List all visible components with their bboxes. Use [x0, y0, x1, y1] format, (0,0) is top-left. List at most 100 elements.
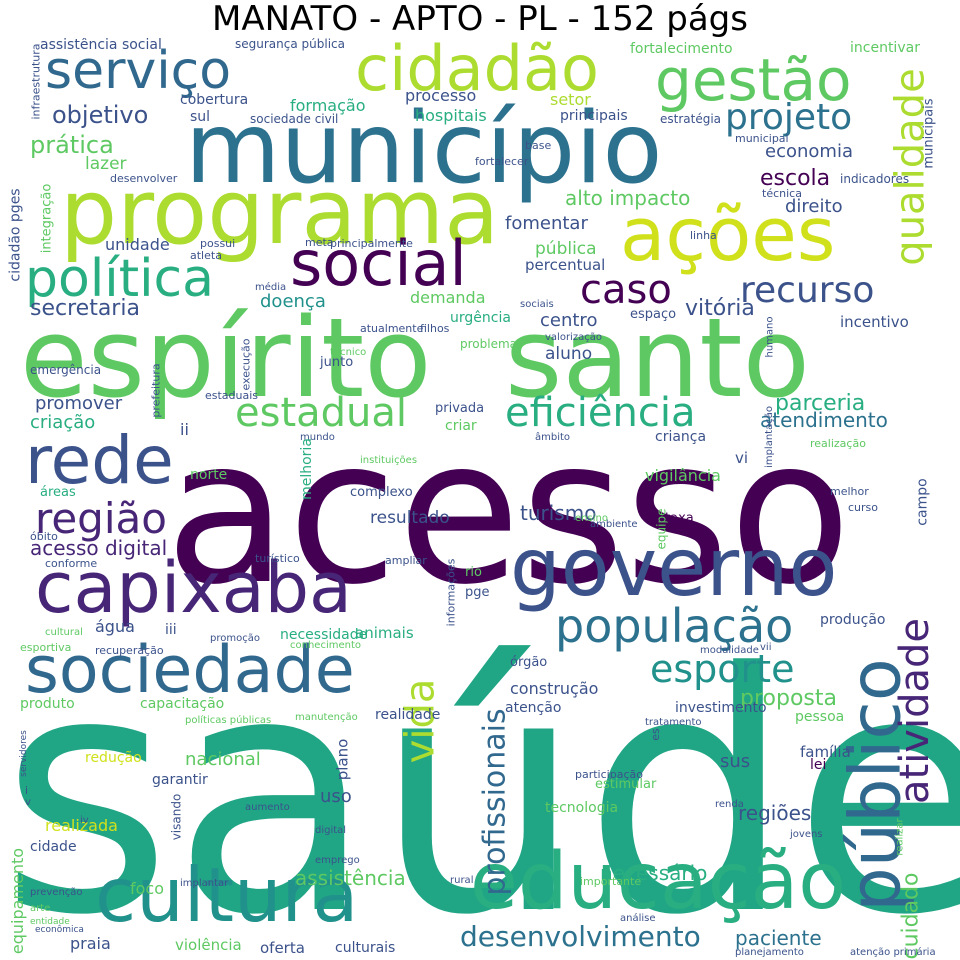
word-turistico: turístico	[255, 552, 300, 565]
word-atendimento: atendimento	[760, 408, 888, 432]
word-santo: santo	[505, 294, 810, 422]
word-ensino: ensino	[575, 513, 608, 524]
word-criacao: criação	[30, 412, 96, 433]
word-objetivo: objetivo	[52, 101, 149, 129]
word-assistencia-social: assistência social	[40, 38, 162, 53]
word-mundo: mundo	[300, 432, 335, 443]
word-cloud: saúde acesso espírito santo município program…	[0, 38, 960, 960]
word-municipais: municipais	[921, 97, 937, 169]
word-jovens: jovens	[790, 829, 823, 840]
word-rural: rural	[450, 875, 474, 886]
word-servico: serviço	[45, 41, 232, 101]
word-participacao: participação	[575, 768, 643, 781]
word-es: es	[648, 728, 662, 741]
word-capacitacao: capacitação	[140, 696, 225, 712]
word-recurso: recurso	[740, 270, 875, 311]
word-oferta: oferta	[260, 939, 305, 957]
word-rede: rede	[25, 422, 174, 499]
word-tecnica: técnica	[762, 187, 802, 200]
word-crianca: criança	[655, 429, 707, 445]
word-emprego: emprego	[315, 855, 360, 866]
word-i: i	[25, 784, 29, 797]
word-instituicoes: instituições	[360, 455, 418, 466]
word-melhor: melhor	[830, 485, 869, 498]
word-base: base	[525, 139, 552, 152]
word-taxa: taxa	[665, 511, 694, 526]
word-caso: caso	[580, 267, 672, 313]
word-sociais: sociais	[520, 299, 554, 310]
word-vitoria: vitória	[685, 296, 755, 321]
word-equipamento: equipamento	[8, 847, 28, 955]
word-desenvolver: desenvolver	[110, 172, 178, 185]
word-rio: rio	[465, 565, 482, 580]
word-projeto: projeto	[725, 97, 853, 138]
word-esporte: esporte	[650, 647, 795, 691]
word-manutencao: manutenção	[295, 712, 358, 723]
word-sul: sul	[190, 109, 211, 125]
word-cultura: cultura	[95, 851, 359, 939]
word-principais: principais	[560, 108, 628, 124]
word-construcao: construção	[510, 679, 599, 698]
word-modalidade: modalidade	[700, 645, 759, 656]
word-direito: direito	[785, 196, 843, 217]
word-curso: curso	[848, 501, 879, 514]
word-melhoria: melhoria	[298, 438, 315, 500]
word-cidadao-pges: cidadão pges	[7, 187, 24, 282]
word-norte: norte	[190, 467, 228, 483]
word-atencao-primaria: atenção primária	[850, 947, 936, 958]
word-centro: centro	[540, 310, 598, 331]
word-orgao: órgão	[510, 655, 548, 670]
word-visando: visando	[168, 793, 183, 840]
word-realidade: realidade	[375, 707, 441, 723]
word-parceria: parceria	[775, 391, 866, 416]
word-ii: ii	[180, 420, 189, 439]
word-realizacao: realização	[810, 437, 866, 450]
word-renda: renda	[715, 799, 744, 810]
word-necessario: necessário	[600, 861, 708, 885]
word-atencao: atenção	[505, 700, 562, 716]
word-lazer: lazer	[85, 154, 127, 174]
word-produto: produto	[20, 696, 75, 712]
word-praia: praia	[70, 934, 111, 953]
word-importante: importante	[580, 875, 642, 888]
word-proposta: proposta	[740, 686, 837, 711]
word-infraestrutura: infraestrutura	[29, 42, 43, 120]
word-media: média	[255, 282, 287, 293]
word-acesso-digital: acesso digital	[30, 536, 168, 560]
word-regiao: região	[35, 494, 167, 543]
word-meta: meta	[305, 236, 334, 249]
word-seguranca-publica: segurança pública	[235, 38, 345, 51]
word-iv: iv	[80, 815, 89, 826]
word-problema: problema	[460, 337, 518, 351]
word-implantacao: implantação	[763, 406, 775, 468]
word-atividade: atividade	[892, 618, 938, 804]
word-necessidade: necessidade	[280, 627, 368, 643]
word-percentual: percentual	[525, 256, 606, 274]
word-servidores: servidores	[18, 730, 29, 777]
word-culturais: culturais	[335, 940, 396, 956]
word-governo: governo	[510, 521, 838, 614]
word-publica: pública	[535, 239, 597, 259]
word-saude: saúde	[0, 603, 960, 960]
word-vigilancia: vigilância	[645, 466, 721, 485]
word-realizar: realizar	[894, 817, 906, 856]
word-implantar: implantar	[180, 878, 229, 889]
word-estaduais: estaduais	[205, 389, 259, 402]
word-integracao: integração	[38, 183, 54, 253]
word-fortalecer: fortalecer	[475, 155, 529, 168]
word-nacional: nacional	[185, 749, 261, 770]
word-informacoes: informações	[443, 558, 457, 626]
word-politica: política	[25, 249, 215, 309]
word-pge: pge	[465, 585, 490, 600]
word-vii: vii	[760, 642, 772, 653]
word-aumento: aumento	[245, 802, 290, 813]
word-vi: vi	[735, 449, 749, 467]
word-unidade: unidade	[105, 235, 170, 254]
word-obito: óbito	[30, 530, 58, 543]
word-alto-impacto: alto impacto	[565, 186, 691, 210]
word-emergencia: emergência	[30, 363, 102, 377]
word-agua: água	[95, 617, 135, 636]
word-turismo: turismo	[520, 501, 597, 525]
wordcloud-title: MANATO - APTO - PL - 152 págs	[212, 0, 748, 39]
word-doenca: doença	[260, 291, 326, 312]
